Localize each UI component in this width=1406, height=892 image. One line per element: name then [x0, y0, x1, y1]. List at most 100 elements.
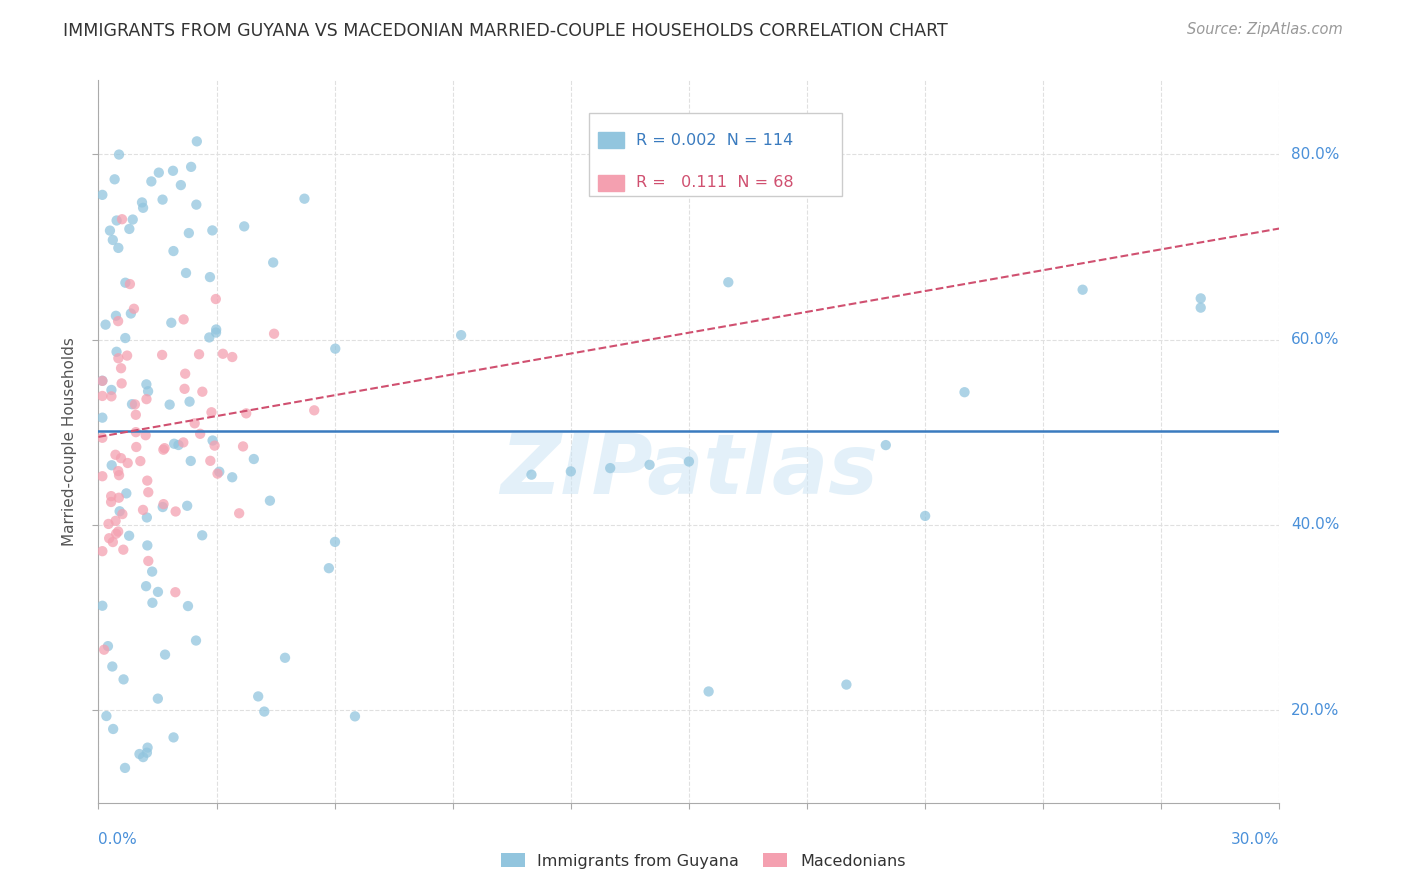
Point — [205, 326, 228, 340]
Text: ZIPatlas: ZIPatlas — [501, 430, 877, 511]
Point — [232, 439, 254, 453]
Point — [165, 504, 187, 518]
Point — [132, 201, 155, 215]
Point — [174, 367, 197, 381]
Point — [91, 599, 114, 613]
Point — [122, 301, 145, 316]
Point — [1189, 292, 1212, 306]
Point — [141, 174, 163, 188]
Point — [835, 677, 858, 691]
Point — [228, 506, 250, 520]
Point — [107, 464, 129, 478]
Point — [153, 648, 176, 662]
Point — [160, 316, 183, 330]
Point — [914, 508, 936, 523]
Point — [114, 331, 136, 345]
Point — [198, 270, 221, 285]
Point — [204, 292, 226, 306]
Point — [101, 233, 124, 247]
Point — [104, 309, 127, 323]
Point — [162, 244, 184, 258]
Point — [97, 639, 120, 653]
Point — [107, 351, 129, 366]
Point — [110, 361, 132, 376]
Point — [207, 467, 229, 481]
Point — [105, 344, 128, 359]
Point — [107, 524, 129, 539]
Y-axis label: Married-couple Households: Married-couple Households — [62, 337, 77, 546]
Point — [638, 458, 661, 472]
Legend: Immigrants from Guyana, Macedonians: Immigrants from Guyana, Macedonians — [494, 847, 912, 875]
Point — [198, 330, 221, 344]
Point — [678, 454, 700, 468]
Point — [302, 403, 325, 417]
FancyBboxPatch shape — [598, 175, 624, 191]
Point — [101, 659, 124, 673]
Point — [165, 585, 187, 599]
Point — [318, 561, 340, 575]
Point — [100, 458, 122, 473]
Point — [93, 642, 115, 657]
Point — [136, 485, 159, 500]
Point — [111, 376, 134, 391]
Point — [205, 322, 228, 336]
Point — [186, 134, 208, 148]
Point — [115, 349, 138, 363]
Point — [131, 195, 153, 210]
Point — [152, 500, 174, 514]
Point — [91, 374, 114, 388]
Point — [343, 709, 366, 723]
Point — [108, 147, 131, 161]
Point — [148, 166, 170, 180]
Point — [107, 314, 129, 328]
Point — [112, 542, 135, 557]
Point — [121, 397, 143, 411]
Point — [188, 347, 211, 361]
Point — [201, 223, 224, 237]
Point — [117, 456, 139, 470]
Text: 20.0%: 20.0% — [1291, 703, 1340, 718]
Point — [263, 326, 285, 341]
Point — [184, 633, 207, 648]
Point — [132, 750, 155, 764]
Point — [1189, 301, 1212, 315]
Point — [135, 746, 157, 760]
Point — [212, 347, 235, 361]
FancyBboxPatch shape — [598, 132, 624, 148]
Point — [875, 438, 897, 452]
Text: 60.0%: 60.0% — [1291, 332, 1340, 347]
Point — [180, 160, 202, 174]
Point — [200, 454, 222, 468]
Text: R =   0.111  N = 68: R = 0.111 N = 68 — [636, 176, 793, 190]
Point — [136, 474, 159, 488]
Point — [172, 435, 194, 450]
Point — [186, 197, 208, 211]
Point — [98, 224, 121, 238]
Point — [112, 673, 135, 687]
Point — [104, 514, 127, 528]
Point — [323, 342, 346, 356]
Point — [125, 425, 148, 439]
Point — [191, 528, 214, 542]
Point — [135, 579, 157, 593]
Point — [179, 394, 201, 409]
Point — [262, 255, 284, 269]
Point — [180, 454, 202, 468]
Point — [183, 417, 205, 431]
Point — [136, 384, 159, 399]
Point — [108, 504, 131, 518]
Point — [91, 374, 114, 388]
Point — [105, 526, 128, 541]
Point — [129, 454, 152, 468]
Point — [118, 222, 141, 236]
Point — [136, 538, 159, 552]
Point — [97, 516, 120, 531]
Point — [259, 493, 281, 508]
Text: 0.0%: 0.0% — [98, 832, 138, 847]
Point — [91, 469, 114, 483]
Point — [136, 554, 159, 568]
Point — [152, 442, 174, 457]
Point — [173, 312, 195, 326]
Point — [1071, 283, 1094, 297]
Point — [115, 486, 138, 500]
